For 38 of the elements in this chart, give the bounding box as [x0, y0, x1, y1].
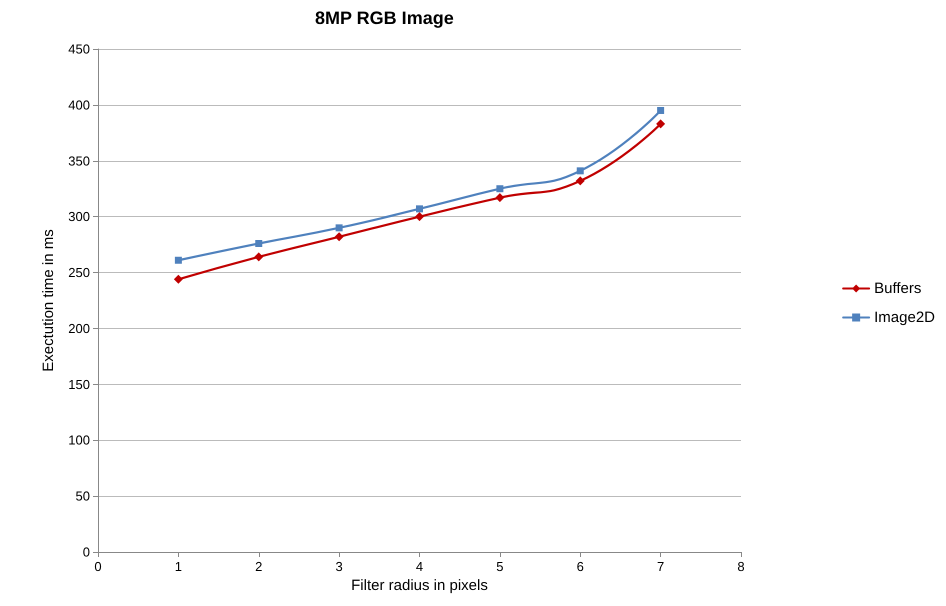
point: [657, 106, 664, 114]
point: [255, 240, 262, 247]
chart-title: 8MP RGB Image: [315, 8, 454, 28]
point: [174, 274, 183, 284]
y-tick-label: 100: [68, 432, 90, 448]
point: [415, 212, 424, 222]
x-tick-label: 7: [657, 559, 664, 574]
y-axis-title: Exectution time in ms: [40, 229, 57, 372]
point: [495, 193, 504, 202]
y-tick-label: 150: [68, 376, 90, 392]
point: [496, 185, 504, 192]
point: [254, 252, 264, 262]
y-tick-label: 200: [68, 320, 90, 336]
x-tick-label: 4: [416, 559, 424, 574]
x-tick-label: 1: [174, 559, 182, 574]
x-tick-label: 3: [336, 559, 343, 574]
y-tick-label: 300: [68, 209, 90, 224]
x-tick-label: 8: [737, 559, 745, 574]
point: [656, 119, 666, 128]
point: [174, 256, 182, 264]
y-tick-label: 350: [68, 153, 90, 168]
y-tick-label: 0: [82, 544, 90, 560]
y-tick-label: 400: [68, 97, 90, 112]
legend-label: Buffers: [874, 280, 922, 297]
y-tick-label: 250: [68, 265, 90, 280]
y-tick-label: 450: [68, 42, 90, 56]
x-tick-label: 6: [576, 559, 584, 574]
point: [576, 176, 585, 186]
x-tick-label: 0: [94, 559, 102, 574]
x-axis-title: Filter radius in pixels: [351, 576, 488, 594]
point: [334, 232, 344, 242]
legend-label: Image2D: [874, 309, 936, 326]
y-tick-label: 50: [76, 488, 90, 504]
point: [336, 224, 343, 232]
point: [576, 167, 584, 174]
point: [416, 205, 423, 212]
x-tick-label: 5: [496, 559, 504, 574]
x-tick-label: 2: [255, 559, 262, 574]
